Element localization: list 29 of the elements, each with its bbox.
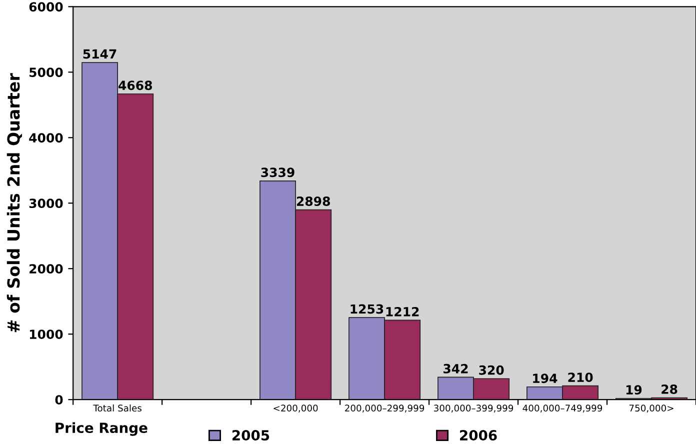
x-tick-label: 400,000–749,999 bbox=[522, 404, 602, 412]
data-label: 194 bbox=[533, 374, 558, 384]
legend-label: 2006 bbox=[460, 430, 497, 441]
y-axis-title: # of Sold Units 2nd Quarter bbox=[6, 73, 22, 332]
y-tick-label: 2000 bbox=[30, 264, 63, 274]
data-label: 342 bbox=[444, 364, 468, 374]
y-tick-label: 0 bbox=[55, 395, 63, 405]
x-tick-label: 750,000> bbox=[629, 404, 674, 412]
data-label: 320 bbox=[479, 365, 504, 375]
x-tick-label: 200,000–299,999 bbox=[345, 404, 424, 412]
legend-label: 2005 bbox=[232, 430, 270, 441]
y-tick-label: 1000 bbox=[30, 330, 63, 340]
data-label: 1253 bbox=[350, 304, 384, 314]
x-axis-title: Price Range bbox=[56, 422, 148, 436]
data-label: 19 bbox=[626, 385, 642, 395]
data-label: 1212 bbox=[386, 306, 419, 316]
x-tick-label: 300,000–399,999 bbox=[434, 404, 514, 412]
x-tick-label: <200,000 bbox=[274, 404, 318, 412]
data-label: 5147 bbox=[83, 49, 116, 59]
data-label: 3339 bbox=[261, 168, 294, 178]
y-tick-label: 3000 bbox=[29, 198, 63, 208]
data-label: 210 bbox=[568, 372, 593, 382]
y-tick-label: 5000 bbox=[30, 68, 63, 78]
data-label: 2898 bbox=[296, 196, 330, 206]
data-label: 28 bbox=[662, 384, 678, 394]
x-tick-label: Total Sales bbox=[93, 404, 142, 412]
y-tick-label: 6000 bbox=[29, 2, 63, 12]
data-label: 4668 bbox=[118, 80, 152, 90]
y-tick-label: 4000 bbox=[29, 133, 63, 143]
